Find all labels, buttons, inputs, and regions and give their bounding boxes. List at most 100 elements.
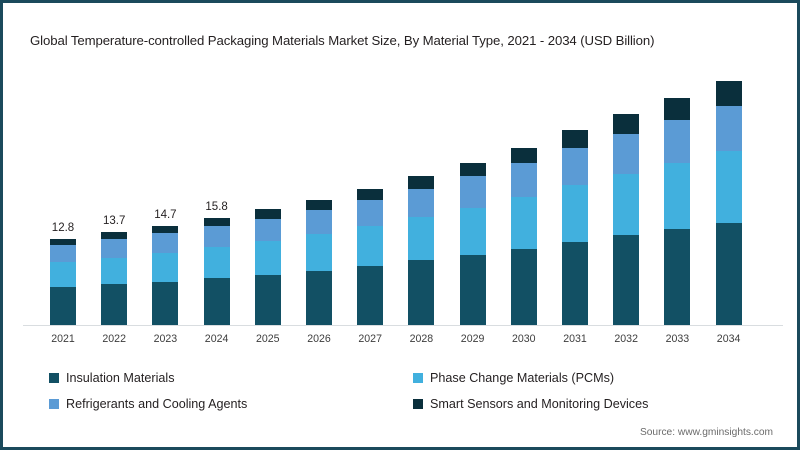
legend-item[interactable]: Phase Change Materials (PCMs) <box>413 371 614 385</box>
bar-segment <box>101 239 128 258</box>
legend-item[interactable]: Insulation Materials <box>49 371 175 385</box>
bar-value-label: 15.8 <box>205 200 228 213</box>
bar-2028[interactable] <box>408 176 435 326</box>
bar-segment <box>306 199 332 210</box>
legend-swatch-icon <box>413 399 423 409</box>
chart-legend: Insulation Materials Phase Change Materia… <box>49 371 759 421</box>
x-tick-2024: 2024 <box>204 333 229 345</box>
bar-2027[interactable] <box>357 188 384 326</box>
bar-segment <box>101 257 128 285</box>
bar-segment <box>152 252 179 282</box>
bar-segment <box>459 162 486 177</box>
legend-label: Phase Change Materials (PCMs) <box>430 371 615 385</box>
bar-2025[interactable] <box>254 209 281 326</box>
bar-2023[interactable]: 14.7 <box>152 209 179 326</box>
x-tick-2027: 2027 <box>358 333 382 345</box>
bar-segment <box>562 185 588 242</box>
x-tick-2028: 2028 <box>409 333 434 345</box>
legend-item[interactable]: Smart Sensors and Monitoring Devices <box>413 397 648 411</box>
bar-segment <box>254 241 281 275</box>
bar-segment <box>664 120 691 163</box>
x-axis-line <box>23 325 783 326</box>
bar-segment <box>254 209 281 219</box>
legend-label: Insulation Materials <box>66 371 175 385</box>
bar-segment <box>408 176 435 189</box>
bar-value-label: 13.7 <box>102 215 126 228</box>
x-tick-2031: 2031 <box>563 333 587 345</box>
bar-segment <box>101 284 128 326</box>
bar-segment <box>50 244 76 263</box>
bar-segment <box>613 133 640 174</box>
bar-segment <box>203 226 230 248</box>
bar-segment <box>459 207 486 255</box>
legend-item[interactable]: Refrigerants and Cooling Agents <box>49 397 247 411</box>
bar-segment <box>510 163 537 198</box>
bar-segment <box>562 148 588 186</box>
bar-2034[interactable] <box>715 81 742 326</box>
bar-segment <box>203 278 230 326</box>
bar-segment <box>152 233 179 253</box>
bar-segment <box>459 176 486 208</box>
x-tick-2025: 2025 <box>256 333 280 345</box>
bar-2029[interactable] <box>459 162 486 326</box>
bar-segment <box>510 197 537 249</box>
x-axis-tick-labels: 2021 2022 2023 2024 2025 2026 2027 2028 2029 2030… <box>23 333 783 351</box>
bar-segment <box>152 281 179 326</box>
x-tick-2026: 2026 <box>307 333 331 345</box>
x-tick-2032: 2032 <box>614 333 638 345</box>
plot-area: 12.8 13.7 14.7 15.8 <box>23 73 783 326</box>
legend-swatch-icon <box>49 399 59 409</box>
bar-segment <box>152 225 179 234</box>
bar-segment <box>613 173 640 236</box>
bar-segment <box>50 262 76 288</box>
bar-segment <box>203 247 230 279</box>
bar-segment <box>306 209 332 235</box>
x-tick-2034: 2034 <box>716 333 741 345</box>
bar-segment <box>715 222 742 326</box>
legend-label: Refrigerants and Cooling Agents <box>66 397 248 411</box>
bar-segment <box>664 228 691 326</box>
bar-segment <box>203 217 230 227</box>
legend-swatch-icon <box>413 373 423 383</box>
legend-swatch-icon <box>49 373 59 383</box>
page-title: Global Temperature-controlled Packaging … <box>30 33 655 48</box>
bar-segment <box>510 248 537 326</box>
x-tick-2030: 2030 <box>512 333 536 345</box>
source-attribution: Source: www.gminsights.com <box>639 427 773 438</box>
x-tick-2021: 2021 <box>51 333 75 345</box>
bar-segment <box>50 238 76 245</box>
legend-label: Smart Sensors and Monitoring Devices <box>430 397 649 411</box>
bar-segment <box>254 218 281 242</box>
bar-value-label: 14.7 <box>154 208 177 221</box>
bar-segment <box>510 147 537 164</box>
bar-segment <box>357 226 384 266</box>
x-tick-2023: 2023 <box>153 333 178 345</box>
x-tick-2033: 2033 <box>665 333 690 345</box>
bar-2032[interactable] <box>613 114 640 326</box>
bar-segment <box>664 98 691 121</box>
bar-2022[interactable]: 13.7 <box>101 215 128 326</box>
bar-segment <box>357 199 384 227</box>
bar-2030[interactable] <box>510 147 537 326</box>
bar-2033[interactable] <box>664 98 691 326</box>
bar-2031[interactable] <box>562 130 588 326</box>
bar-segment <box>50 287 76 326</box>
bar-value-label: 12.8 <box>51 221 75 234</box>
bar-segment <box>101 232 128 240</box>
bar-segment <box>357 188 384 200</box>
bar-segment <box>306 270 332 326</box>
bar-segment <box>613 114 640 134</box>
bar-2024[interactable]: 15.8 <box>203 201 230 326</box>
bar-segment <box>306 234 332 271</box>
bar-segment <box>715 105 742 151</box>
bar-segment <box>715 150 742 223</box>
bar-segment <box>613 235 640 326</box>
bar-2021[interactable]: 12.8 <box>50 222 76 326</box>
bar-segment <box>408 217 435 261</box>
bar-segment <box>408 188 435 218</box>
bar-segment <box>254 274 281 326</box>
bar-segment <box>459 254 486 326</box>
bar-2026[interactable] <box>306 199 332 326</box>
bar-segment <box>664 162 691 229</box>
